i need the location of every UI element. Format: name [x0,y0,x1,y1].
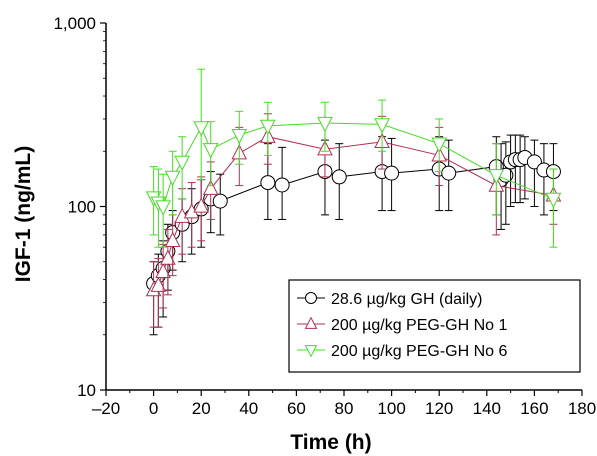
x-tick-label: 60 [287,399,306,418]
x-tick-label: 20 [192,399,211,418]
data-point [374,118,390,134]
series-layer [145,68,562,336]
data-point [231,128,248,145]
x-tick-label: 100 [377,399,405,418]
legend-label: 200 µg/kg PEG-GH No 1 [331,317,508,334]
legend-box [288,279,581,373]
x-tick-label: 0 [149,399,158,418]
data-point [526,154,542,170]
x-tick-label: 140 [473,399,501,418]
x-axis-title: Time (h) [290,431,371,454]
y-tick-label: 1,000 [53,14,96,33]
data-point [160,249,176,265]
series-line [153,136,554,291]
data-point [164,170,181,187]
data-point [317,116,333,133]
data-point [202,143,219,159]
x-tick-label: 120 [425,399,453,418]
data-point [274,177,290,193]
data-point [212,193,228,209]
x-tick-label: 40 [239,399,258,418]
data-point [155,262,171,279]
x-tick-label: 160 [520,399,548,418]
data-point [304,316,318,329]
data-point [331,169,347,185]
x-tick-label: –20 [92,399,120,418]
data-point [193,197,210,213]
data-point [174,155,190,172]
data-point [164,231,181,247]
data-point [305,292,317,304]
y-axis-title: IGF-1 (ng/mL) [12,146,35,282]
y-tick-label: 10 [77,381,96,400]
series-3 [145,68,562,248]
axes-layer: –20 0 20 40 60 80 100 120 140 160 180 10 100 1,000 [53,14,596,418]
data-point [431,137,448,153]
legend-label: 200 µg/kg PEG-GH No 6 [331,343,508,360]
data-point [260,175,276,191]
data-point [193,121,210,137]
x-tick-label: 180 [568,399,596,418]
data-point [384,165,400,181]
x-tick-label: 80 [335,399,354,418]
data-point [150,276,167,292]
data-point [304,345,318,358]
data-point [202,179,219,195]
data-point [260,119,276,136]
data-point [441,165,457,181]
data-point [155,200,171,216]
legend-label: 28.6 µg/kg GH (daily) [331,291,483,308]
legend: 28.6 µg/kg GH (daily) 200 µg/kg PEG-GH No… [288,279,581,373]
y-tick-label: 100 [68,198,96,217]
data-point [545,192,562,209]
data-point [488,169,505,185]
